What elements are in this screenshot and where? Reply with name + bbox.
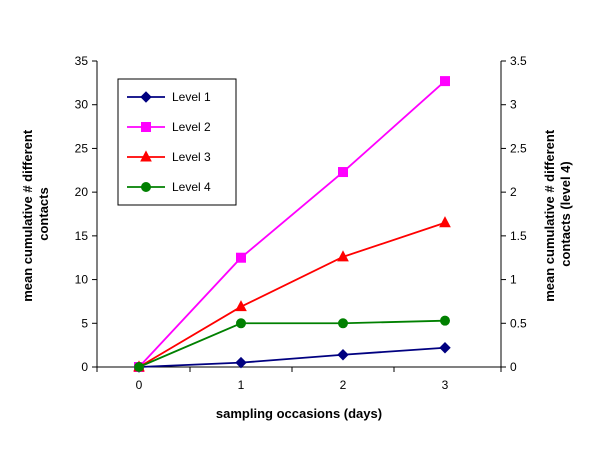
- y-tick-label-left: 35: [75, 54, 89, 68]
- y-tick-label-left: 20: [75, 185, 89, 199]
- legend-label-level-4: Level 4: [172, 180, 211, 194]
- y-tick-label-left: 15: [75, 229, 89, 243]
- y-tick-label-right: 2: [510, 185, 517, 199]
- y-axis-title-right-line-2: contacts (level 4): [558, 161, 573, 267]
- legend-marker-level-1: [140, 91, 152, 103]
- y-tick-label-left: 10: [75, 273, 89, 287]
- data-point-level-2: [338, 167, 348, 178]
- x-tick-label: 0: [136, 378, 143, 392]
- legend-label-level-2: Level 2: [172, 120, 211, 134]
- series-level-4: [134, 315, 450, 372]
- series-line-level-2: [138, 80, 446, 368]
- y-axis-title-left: mean cumulative # different contacts: [20, 126, 51, 302]
- series-layer: [133, 76, 451, 373]
- legend-label-level-1: Level 1: [172, 90, 211, 104]
- x-tick-label: 3: [442, 378, 449, 392]
- y-axis-title-right-line-1: mean cumulative # different: [542, 129, 557, 302]
- data-point-level-3: [337, 250, 349, 262]
- y-ticks-right: 0 0.5 1 1.5 2 2.5 3 3.5: [501, 54, 527, 374]
- data-point-level-1: [439, 342, 451, 354]
- y-tick-label-left: 30: [75, 98, 89, 112]
- data-point-level-3: [235, 300, 247, 312]
- series-line-level-1: [138, 346, 446, 368]
- y-axis-title-left-line-2: contacts: [36, 187, 51, 240]
- data-point-level-1: [337, 349, 349, 361]
- legend: Level 1 Level 2 Level 3 Level 4: [117, 78, 237, 206]
- legend-marker-level-4: [141, 182, 151, 192]
- y-tick-label-right: 3.5: [510, 54, 527, 68]
- x-tick-label: 1: [238, 378, 245, 392]
- y-tick-label-left: 5: [81, 316, 88, 330]
- series-line-level-4: [138, 319, 446, 368]
- y-axis-title-right: mean cumulative # different contacts (le…: [542, 126, 573, 302]
- data-point-level-4: [338, 318, 348, 329]
- y-tick-label-right: 1: [510, 273, 517, 287]
- x-tick-label: 2: [340, 378, 347, 392]
- y-axis-title-left-line-1: mean cumulative # different: [20, 129, 35, 302]
- data-point-level-2: [236, 252, 246, 263]
- y-tick-label-right: 0.5: [510, 316, 527, 330]
- legend-box: [117, 78, 237, 206]
- y-tick-label-right: 0: [510, 360, 517, 374]
- data-point-level-4: [440, 315, 450, 326]
- data-point-level-4: [134, 362, 144, 372]
- data-point-level-3: [439, 216, 451, 228]
- y-tick-label-right: 2.5: [510, 141, 527, 155]
- series-line-level-3: [138, 221, 446, 368]
- legend-marker-level-2: [141, 122, 151, 132]
- legend-label-level-3: Level 3: [172, 150, 211, 164]
- data-point-level-4: [236, 318, 246, 329]
- data-point-level-2: [440, 76, 450, 87]
- data-point-level-1: [235, 356, 247, 369]
- y-ticks-left: 0 5 10 15 20 25 30 35: [75, 54, 97, 374]
- y-tick-label-right: 3: [510, 98, 517, 112]
- y-tick-label-right: 1.5: [510, 229, 527, 243]
- x-ticks: 0 1 2 3: [96, 367, 502, 392]
- y-tick-label-left: 0: [81, 360, 88, 374]
- x-axis-title: sampling occasions (days): [216, 406, 382, 421]
- legend-marker-level-3: [140, 150, 152, 162]
- y-tick-label-left: 25: [75, 141, 89, 155]
